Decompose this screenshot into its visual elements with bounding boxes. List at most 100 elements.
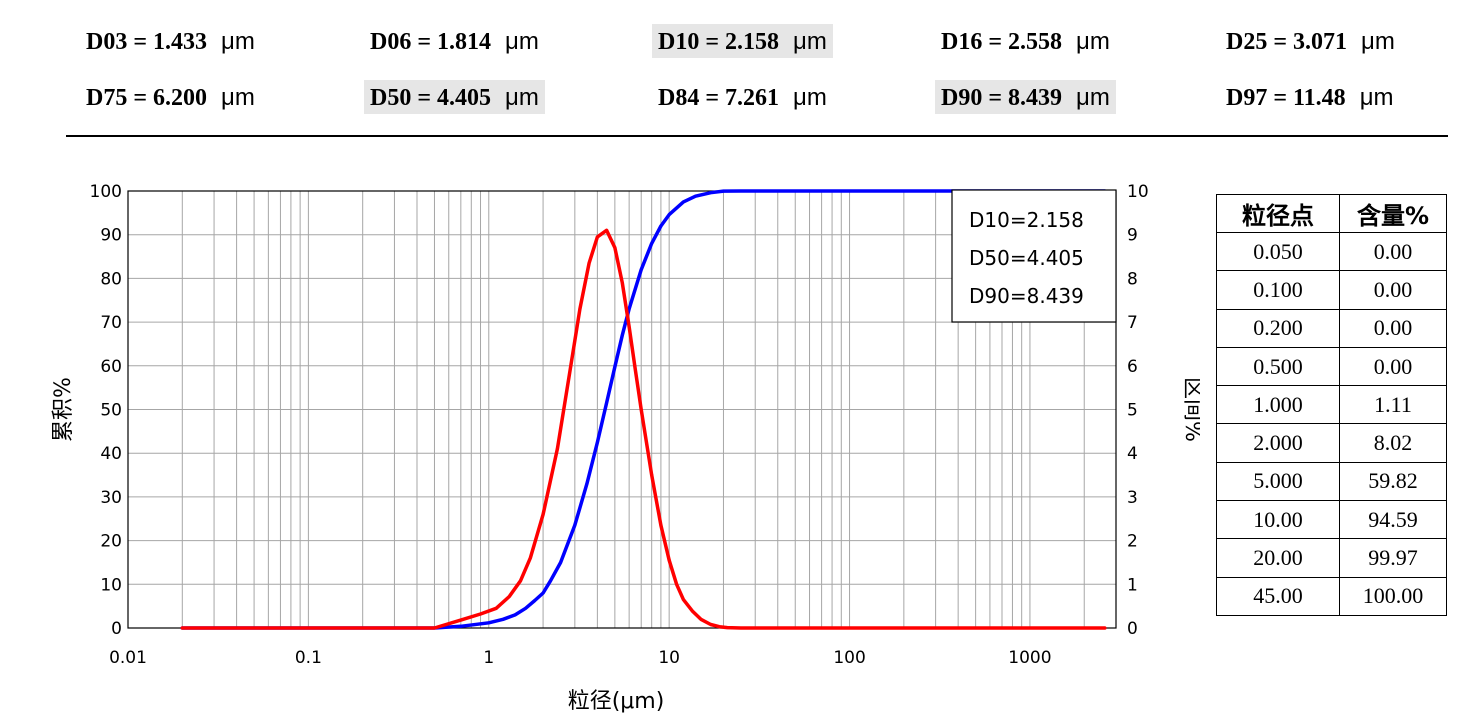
- d-value-unit: μm: [1076, 28, 1110, 55]
- column-header-content: 含量%: [1339, 194, 1447, 233]
- d-value-cell: D90 = 8.439 μm: [935, 80, 1116, 114]
- x-tick-label: 100: [833, 648, 865, 668]
- d-value-cell: D25 = 3.071 μm: [1220, 24, 1401, 58]
- table-cell-content: 94.59: [1339, 500, 1447, 540]
- table-row: 0.200 0.00: [1216, 308, 1447, 348]
- y-tick-label: 70: [100, 313, 122, 333]
- table-cell-content: 100.00: [1339, 576, 1447, 616]
- table-cell-content: 0.00: [1339, 346, 1447, 387]
- d-value-cell: D16 = 2.558 μm: [935, 24, 1116, 58]
- y2-tick-label: 10: [1127, 182, 1149, 202]
- legend-line: D10=2.158: [969, 208, 1084, 232]
- table-cell-content: 8.02: [1339, 423, 1447, 463]
- y2-tick-label: 1: [1127, 575, 1138, 595]
- d-value-cell: D03 = 1.433 μm: [80, 24, 261, 58]
- table-cell-size: 0.200: [1216, 308, 1340, 348]
- y2-tick-label: 9: [1127, 226, 1138, 246]
- table-cell-size: 0.050: [1216, 231, 1340, 272]
- d-value-unit: μm: [1076, 84, 1110, 111]
- y2-tick-label: 8: [1127, 269, 1138, 289]
- table-row: 0.050 0.00: [1216, 231, 1447, 272]
- d-value-unit: μm: [1359, 84, 1394, 111]
- table-row: 5.000 59.82: [1216, 461, 1447, 502]
- size-content-table: 粒径点 含量% 0.050 0.00 0.100 0.00 0.200 0.00 0.…: [1216, 194, 1447, 616]
- legend-box: [951, 189, 1117, 323]
- y2-tick-label: 6: [1127, 357, 1138, 377]
- d-value-unit: μm: [505, 28, 539, 55]
- y2-axis-title: 区间%: [1180, 377, 1200, 442]
- y-tick-label: 40: [100, 444, 122, 464]
- y2-tick-label: 7: [1127, 313, 1138, 333]
- d-value-unit: μm: [793, 84, 827, 111]
- d-value-cell: D75 = 6.200 μm: [80, 80, 261, 114]
- y-tick-label: 50: [100, 401, 122, 421]
- y-tick-label: 100: [90, 182, 122, 202]
- y-tick-label: 10: [100, 575, 122, 595]
- table-row: 1.000 1.11: [1216, 385, 1447, 425]
- table-cell-size: 20.00: [1216, 538, 1340, 578]
- table-cell-size: 2.000: [1216, 423, 1340, 463]
- y2-tick-label: 2: [1127, 532, 1138, 552]
- table-cell-content: 0.00: [1339, 231, 1447, 272]
- d-value-label: D03 = 1.433: [86, 29, 208, 55]
- table-cell-size: 10.00: [1216, 500, 1340, 540]
- d-value-label: D97 = 11.48: [1226, 85, 1346, 111]
- x-tick-label: 1000: [1008, 648, 1051, 668]
- table-cell-content: 99.97: [1339, 538, 1447, 578]
- d-value-cell: D84 = 7.261 μm: [652, 80, 833, 114]
- x-tick-label: 1: [483, 648, 494, 668]
- series-line-cumulative: [180, 189, 1107, 630]
- d-value-label: D90 = 8.439: [941, 85, 1063, 111]
- x-tick-label: 10: [658, 648, 680, 668]
- d-value-cell: D50 = 4.405 μm: [364, 80, 545, 114]
- table-row: 2.000 8.02: [1216, 423, 1447, 463]
- d-value-cell: D10 = 2.158 μm: [652, 24, 833, 58]
- y2-tick-label: 4: [1127, 444, 1138, 464]
- table-cell-size: 5.000: [1216, 461, 1340, 502]
- y2-tick-label: 0: [1127, 619, 1138, 639]
- d-value-cell: D06 = 1.814 μm: [364, 24, 545, 58]
- d-value-unit: μm: [505, 84, 539, 111]
- d-value-label: D06 = 1.814: [370, 29, 492, 55]
- legend-line: D90=8.439: [969, 284, 1084, 308]
- d-value-unit: μm: [793, 28, 827, 55]
- table-cell-content: 0.00: [1339, 270, 1447, 310]
- y2-tick-label: 5: [1127, 401, 1138, 421]
- d-value-cell: D97 = 11.48 μm: [1220, 80, 1400, 114]
- plot-frame: [127, 190, 1117, 629]
- x-axis-title: 粒径(μm): [568, 689, 665, 714]
- table-cell-content: 0.00: [1339, 308, 1447, 348]
- legend-line: D50=4.405: [969, 246, 1084, 270]
- table-cell-size: 0.100: [1216, 270, 1340, 310]
- d-value-unit: μm: [221, 28, 255, 55]
- column-header-size-point: 粒径点: [1216, 194, 1340, 233]
- table-cell-size: 45.00: [1216, 576, 1340, 616]
- d-value-unit: μm: [221, 84, 255, 111]
- y-tick-label: 80: [100, 269, 122, 289]
- d-value-label: D50 = 4.405: [370, 85, 492, 111]
- y-tick-label: 90: [100, 226, 122, 246]
- y-tick-label: 60: [100, 357, 122, 377]
- y-tick-label: 0: [111, 619, 122, 639]
- table-cell-content: 59.82: [1339, 461, 1447, 502]
- d-value-label: D10 = 2.158: [658, 29, 780, 55]
- table-cell-content: 1.11: [1339, 385, 1447, 425]
- d-value-unit: μm: [1361, 28, 1395, 55]
- header-divider: [66, 135, 1448, 137]
- table-cell-size: 0.500: [1216, 346, 1340, 387]
- table-cell-size: 1.000: [1216, 385, 1340, 425]
- d-value-label: D84 = 7.261: [658, 85, 780, 111]
- table-row: 0.100 0.00: [1216, 270, 1447, 310]
- d-values-panel: D03 = 1.433 μm D06 = 1.814 μm D10 = 2.158 μ…: [80, 24, 1460, 124]
- x-tick-label: 0.01: [109, 648, 147, 668]
- x-tick-label: 0.1: [295, 648, 322, 668]
- y-tick-label: 30: [100, 488, 122, 508]
- d-value-label: D25 = 3.071: [1226, 29, 1348, 55]
- series-line-interval: [180, 228, 1107, 630]
- d-value-label: D16 = 2.558: [941, 29, 1063, 55]
- y-tick-label: 20: [100, 532, 122, 552]
- table-row: 10.00 94.59: [1216, 500, 1447, 540]
- table-row: 20.00 99.97: [1216, 538, 1447, 578]
- table-row: 0.500 0.00: [1216, 346, 1447, 387]
